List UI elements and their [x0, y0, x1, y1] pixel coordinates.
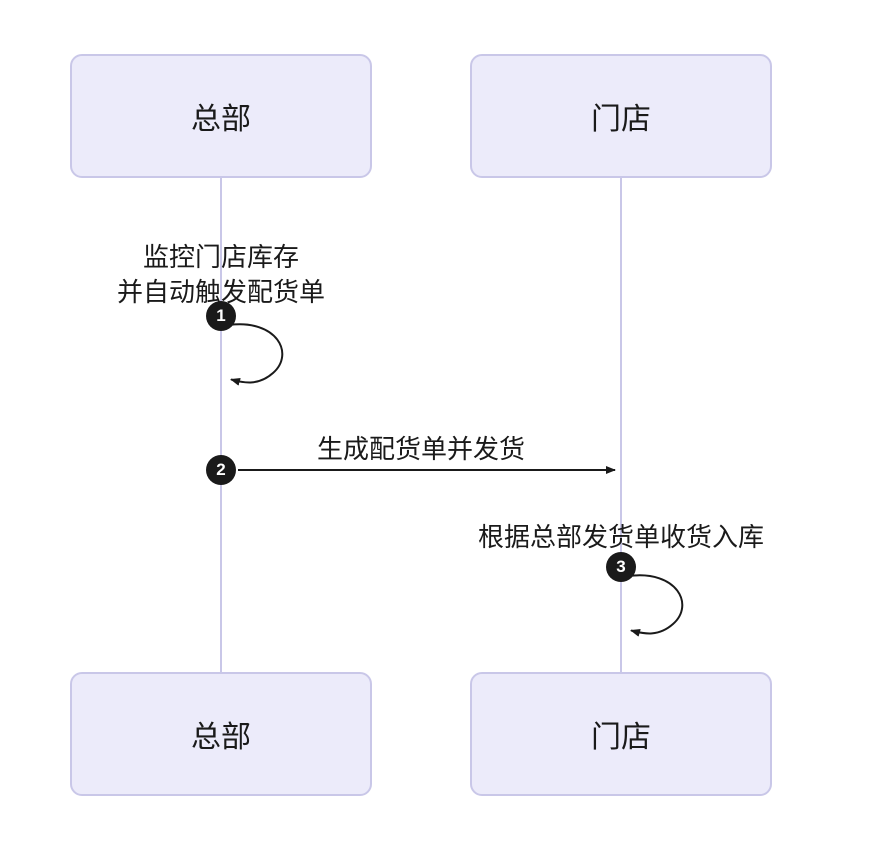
self-loop-1 — [229, 324, 282, 382]
lifeline-right — [620, 178, 622, 672]
step-badge-2: 2 — [206, 455, 236, 485]
participant-box-left-bottom: 总部 — [70, 672, 372, 796]
step-badge-3: 3 — [606, 552, 636, 582]
step-badge-1: 1 — [206, 301, 236, 331]
participant-box-right-bottom: 门店 — [470, 672, 772, 796]
message-label-3: 根据总部发货单收货入库 — [321, 520, 870, 555]
participant-box-right-top: 门店 — [470, 54, 772, 178]
message-label-1: 监控门店库存 并自动触发配货单 — [0, 240, 521, 310]
self-loop-3 — [629, 575, 682, 633]
participant-box-left-top: 总部 — [70, 54, 372, 178]
